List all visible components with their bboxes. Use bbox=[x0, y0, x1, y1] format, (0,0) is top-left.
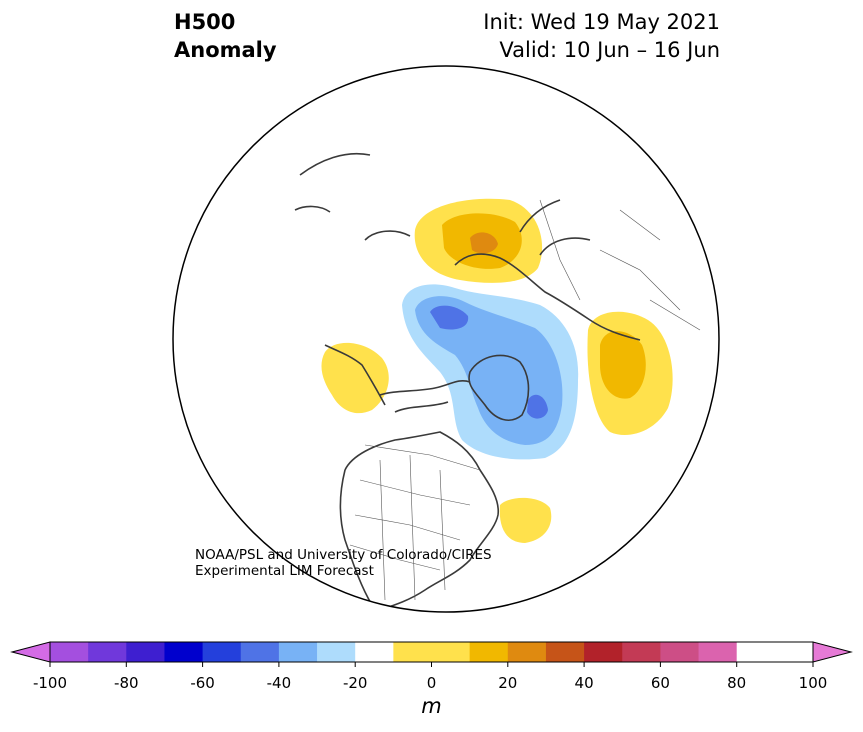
colorbar-tick-label: 100 bbox=[799, 674, 828, 692]
map-title: H500 Anomaly bbox=[174, 8, 277, 64]
credit-line-1: NOAA/PSL and University of Colorado/CIRE… bbox=[195, 547, 492, 563]
colorbar-bin bbox=[164, 642, 204, 662]
colorbar-tick-label: 80 bbox=[727, 674, 746, 692]
colorbar-extend-high bbox=[812, 641, 853, 663]
anomaly-positive-alaska bbox=[321, 342, 389, 414]
coastline-greenland bbox=[468, 354, 530, 421]
colorbar-bin bbox=[202, 642, 242, 662]
colorbar-tick-label: -80 bbox=[114, 674, 139, 692]
colorbar-bin bbox=[774, 642, 814, 662]
coastline-eurasia bbox=[364, 199, 641, 341]
colorbar-unit: m bbox=[421, 694, 442, 718]
coastline-north-america bbox=[339, 431, 500, 611]
anomaly-shading bbox=[321, 198, 673, 543]
colorbar-tick-label: 60 bbox=[651, 674, 670, 692]
colorbar-bin bbox=[584, 642, 623, 662]
colorbar-bin bbox=[278, 642, 318, 662]
colorbar-bin bbox=[355, 642, 394, 662]
colorbar-bin bbox=[240, 642, 280, 662]
colorbar-tick-label: 0 bbox=[427, 674, 437, 692]
colorbar-tick-label: -40 bbox=[267, 674, 292, 692]
colorbar-tick-label: -100 bbox=[33, 674, 67, 692]
colorbar-tick-label: -20 bbox=[343, 674, 368, 692]
colorbar-bin bbox=[545, 642, 585, 662]
anomaly-positive-east-us bbox=[499, 497, 552, 543]
colorbar-tick-label: -60 bbox=[190, 674, 215, 692]
coastlines bbox=[294, 152, 641, 611]
colorbar-ticks: -100 -80 -60 -40 -20 0 20 40 60 80 100 bbox=[33, 662, 827, 692]
colorbar-bin bbox=[88, 642, 127, 662]
colorbar-bin bbox=[126, 642, 165, 662]
colorbar-bin bbox=[622, 642, 661, 662]
colorbar-bin bbox=[393, 642, 471, 662]
colorbar-bin bbox=[736, 642, 776, 662]
colorbar-bin bbox=[317, 642, 356, 662]
colorbar-tick-label: 40 bbox=[575, 674, 594, 692]
colorbar: -100 -80 -60 -40 -20 0 20 40 60 80 100 bbox=[10, 641, 853, 692]
colorbar-bin bbox=[507, 642, 547, 662]
init-date: Init: Wed 19 May 2021 bbox=[483, 10, 720, 34]
globe-boundary bbox=[172, 65, 720, 613]
colorbar-tick-label: 20 bbox=[498, 674, 517, 692]
forecast-dates: Init: Wed 19 May 2021 Valid: 10 Jun – 16… bbox=[483, 8, 720, 64]
valid-range: Valid: 10 Jun – 16 Jun bbox=[499, 38, 720, 62]
title-field: Anomaly bbox=[174, 38, 277, 62]
title-variable: H500 bbox=[174, 10, 236, 34]
polar-map bbox=[172, 65, 720, 613]
credit-text: NOAA/PSL and University of Colorado/CIRE… bbox=[195, 547, 492, 579]
credit-line-2: Experimental LIM Forecast bbox=[195, 563, 374, 579]
colorbar-bin bbox=[698, 642, 738, 662]
colorbar-bin bbox=[50, 642, 89, 662]
borders bbox=[349, 199, 701, 601]
colorbar-segments bbox=[50, 642, 814, 662]
colorbar-bin bbox=[660, 642, 700, 662]
colorbar-bin bbox=[469, 642, 509, 662]
colorbar-extend-low bbox=[10, 641, 51, 663]
